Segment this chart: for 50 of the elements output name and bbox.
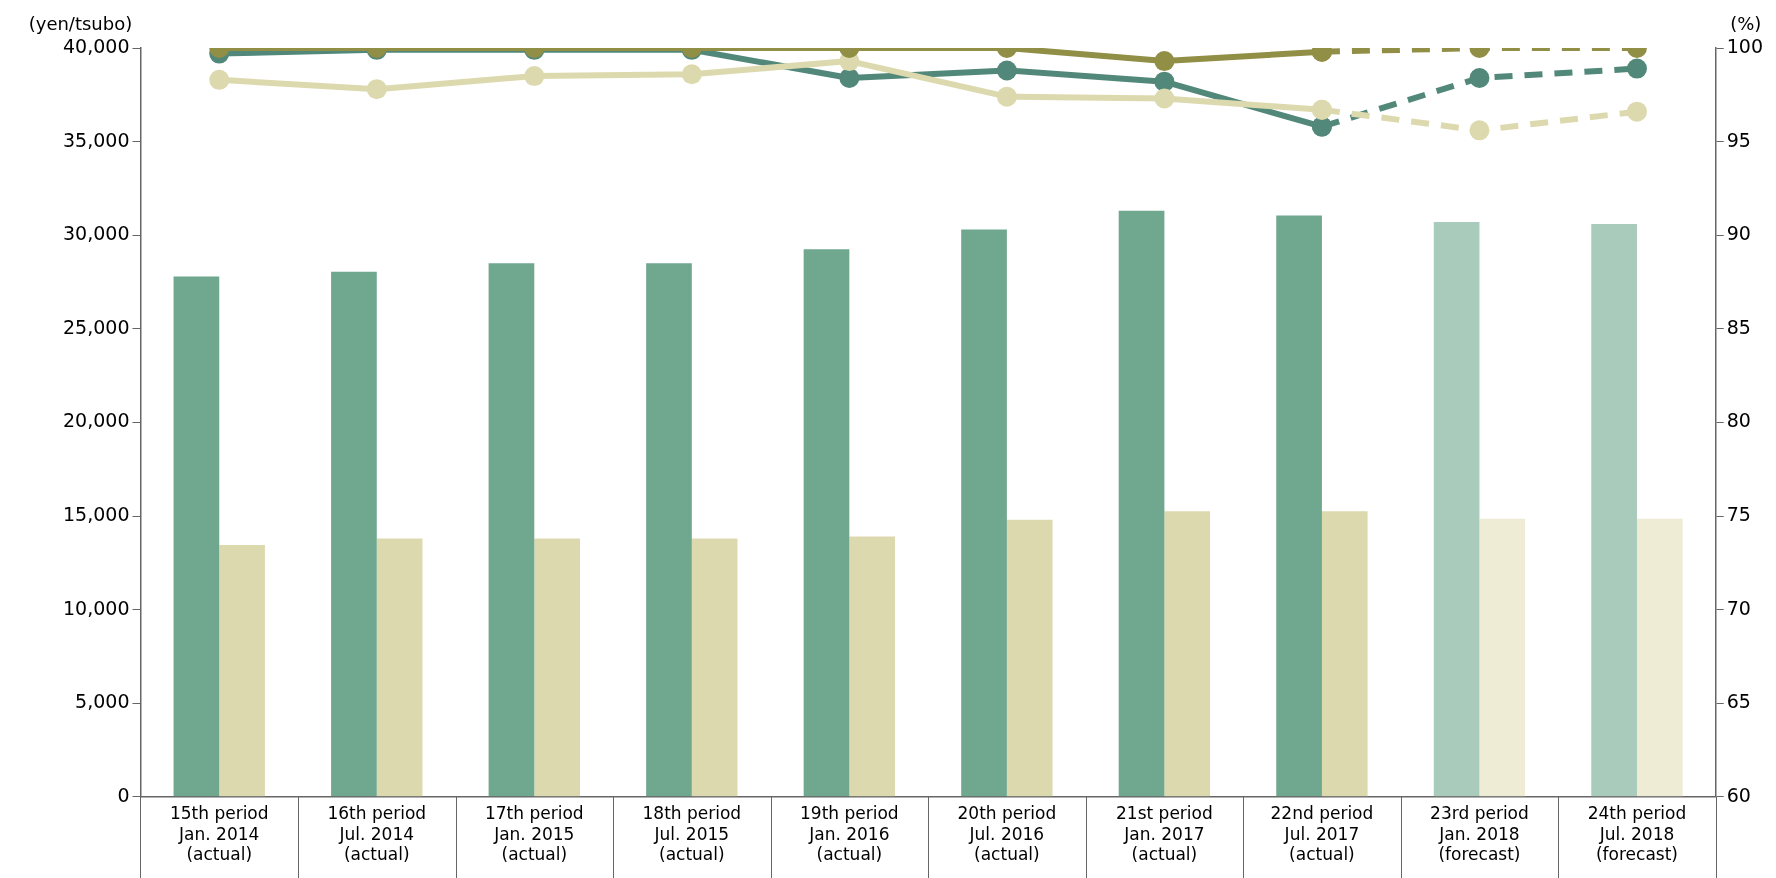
y-tick-label: 30,000 xyxy=(63,222,130,245)
bar xyxy=(1433,222,1480,797)
bar xyxy=(1479,518,1526,797)
x-tick-label: 17th period Jan. 2015 (actual) xyxy=(484,803,584,865)
y-tick-label: 40,000 xyxy=(63,34,130,57)
bar xyxy=(1591,223,1637,797)
x-tick-label: 20th period Jul. 2016 (actual) xyxy=(957,803,1057,865)
y2-tick-label: 100 xyxy=(1726,34,1763,57)
bar xyxy=(1321,511,1368,797)
bar xyxy=(331,271,377,797)
y2-tick-label: 95 xyxy=(1726,128,1751,151)
y-tick-label: 5,000 xyxy=(75,690,130,713)
y-tick-label: 0 xyxy=(117,783,130,806)
bar xyxy=(646,263,692,797)
y-tick-label: 10,000 xyxy=(63,596,130,619)
x-tick-label: 16th period Jul. 2014 (actual) xyxy=(327,803,427,865)
y-tick-label: 25,000 xyxy=(63,315,130,338)
bar xyxy=(173,276,220,797)
x-tick-label: 19th period Jan. 2016 (actual) xyxy=(800,803,899,865)
y-axis-title: (yen/tsubo) xyxy=(28,12,133,34)
bar xyxy=(803,249,850,797)
y2-tick-label: 90 xyxy=(1726,222,1751,245)
y2-tick-label: 60 xyxy=(1726,783,1751,806)
y2-tick-label: 65 xyxy=(1726,690,1751,713)
y-tick-label: 15,000 xyxy=(63,502,130,525)
bar xyxy=(376,538,423,797)
bar xyxy=(488,263,535,797)
x-tick-label: 18th period Jul. 2015 (actual) xyxy=(642,803,742,865)
y2-tick-label: 85 xyxy=(1726,315,1751,338)
x-tick-label: 15th period Jan. 2014 (actual) xyxy=(169,803,269,865)
x-tick-label: 21st period Jan. 2017 (actual) xyxy=(1116,803,1213,865)
bar xyxy=(1006,519,1053,797)
y2-axis-title: (%) xyxy=(1730,12,1762,34)
bar xyxy=(691,538,738,797)
y2-tick-label: 70 xyxy=(1726,596,1751,619)
y2-tick-label: 80 xyxy=(1726,409,1751,432)
bar xyxy=(1118,210,1165,797)
x-tick-label: 24th period Jul. 2018 (forecast) xyxy=(1587,803,1687,865)
bar xyxy=(1164,511,1211,797)
x-tick-label: 22nd period Jul. 2017 (actual) xyxy=(1270,803,1374,865)
bar xyxy=(1276,215,1322,797)
bar xyxy=(219,545,265,797)
bar xyxy=(1636,518,1683,797)
bar xyxy=(534,538,580,797)
bar xyxy=(849,536,896,797)
y2-tick-label: 75 xyxy=(1726,502,1751,525)
x-tick-label: 23rd period Jan. 2018 (forecast) xyxy=(1430,803,1529,865)
y-tick-label: 35,000 xyxy=(63,128,130,151)
bar xyxy=(961,229,1007,797)
y-tick-label: 20,000 xyxy=(63,409,130,432)
